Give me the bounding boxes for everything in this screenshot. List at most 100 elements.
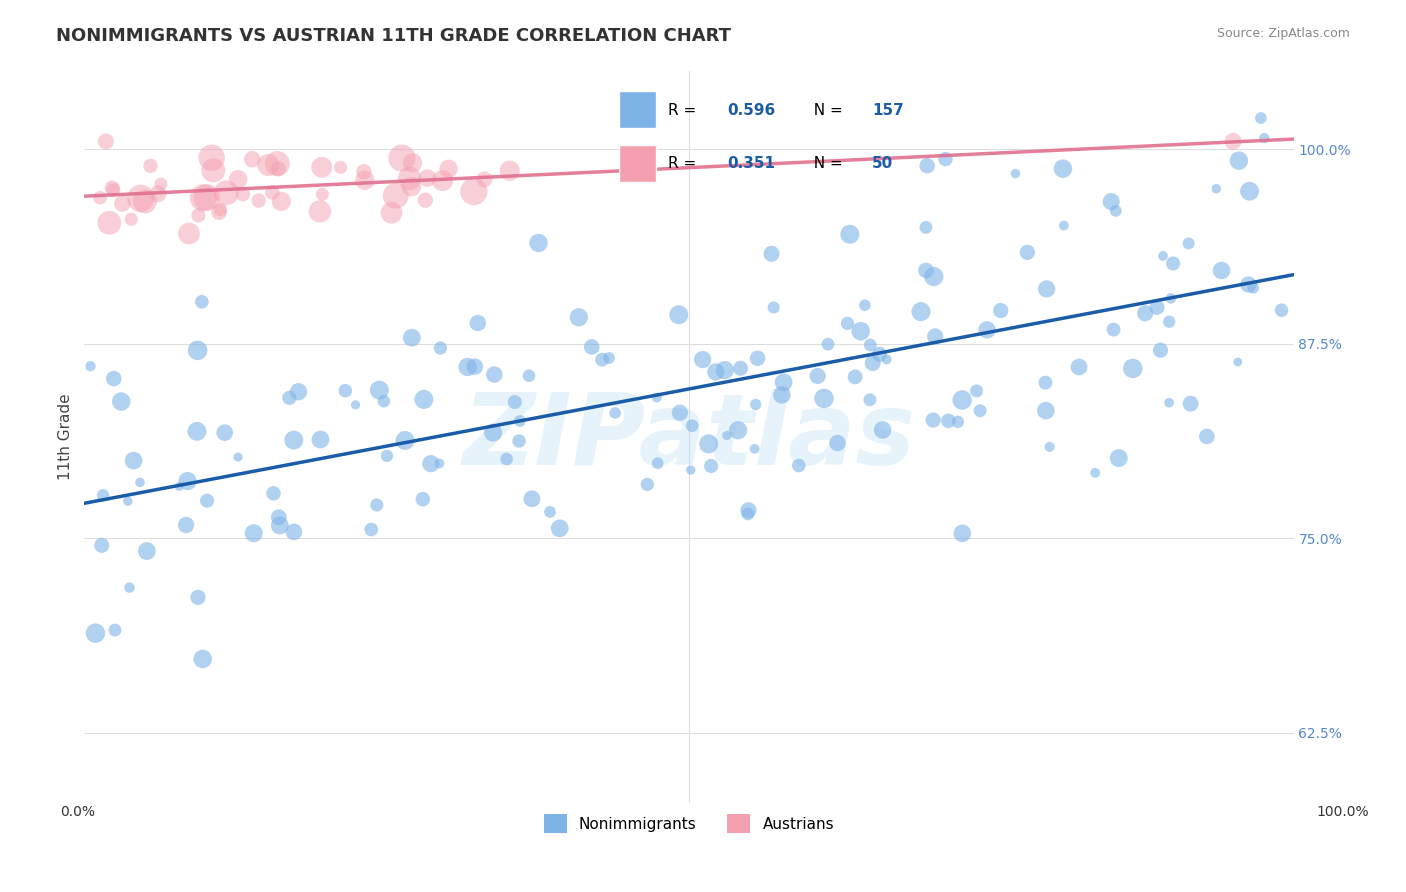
Nonimmigrants [278,391,301,405]
Nonimmigrants [91,488,114,502]
Nonimmigrants [876,352,898,367]
Austrians [139,159,162,173]
Nonimmigrants [859,338,882,352]
Nonimmigrants [527,235,550,250]
Nonimmigrants [401,331,423,345]
Nonimmigrants [744,397,766,411]
Austrians [353,165,375,179]
Austrians [391,151,413,165]
Austrians [384,188,406,202]
Nonimmigrants [1105,203,1128,218]
Nonimmigrants [187,343,209,358]
Austrians [1222,135,1244,149]
Nonimmigrants [838,227,860,242]
Nonimmigrants [187,591,209,605]
Austrians [146,186,169,201]
Nonimmigrants [1102,322,1125,336]
Nonimmigrants [129,475,152,490]
Austrians [89,191,111,205]
Austrians [232,187,254,202]
Nonimmigrants [366,498,388,512]
Nonimmigrants [1195,429,1218,443]
Austrians [257,158,280,172]
Nonimmigrants [744,442,766,456]
Nonimmigrants [636,477,658,491]
Nonimmigrants [762,301,785,315]
Nonimmigrants [1035,403,1057,417]
Austrians [129,191,152,205]
Nonimmigrants [214,425,236,440]
Nonimmigrants [844,370,866,384]
Text: R =: R = [668,103,702,118]
Nonimmigrants [1035,282,1057,296]
Nonimmigrants [335,384,357,398]
Text: 0.351: 0.351 [727,156,775,171]
Austrians [193,191,215,205]
Nonimmigrants [375,449,398,463]
Nonimmigrants [1146,301,1168,315]
Nonimmigrants [412,492,434,507]
Nonimmigrants [704,365,727,379]
Nonimmigrants [969,403,991,417]
Austrians [120,212,142,227]
Nonimmigrants [915,220,938,235]
Nonimmigrants [1122,361,1144,376]
Nonimmigrants [679,463,702,477]
Nonimmigrants [1241,281,1264,295]
Nonimmigrants [509,414,531,428]
Nonimmigrants [457,359,479,374]
Austrians [98,216,121,230]
Nonimmigrants [1135,306,1157,320]
Nonimmigrants [79,359,101,374]
Nonimmigrants [191,652,214,666]
Austrians [226,172,249,186]
Austrians [474,172,496,186]
Nonimmigrants [1239,184,1261,198]
Austrians [266,156,288,170]
Nonimmigrants [568,310,591,325]
Austrians [94,135,117,149]
Nonimmigrants [787,458,810,473]
Austrians [215,186,238,200]
Text: 100.0%: 100.0% [1316,805,1369,819]
Nonimmigrants [503,395,526,409]
Nonimmigrants [966,384,988,398]
Nonimmigrants [117,494,139,508]
Austrians [398,171,420,186]
Nonimmigrants [1160,292,1182,306]
Nonimmigrants [853,298,876,312]
Nonimmigrants [727,423,749,437]
Text: N =: N = [804,156,848,171]
Nonimmigrants [817,337,839,351]
Nonimmigrants [269,518,291,533]
Nonimmigrants [915,159,938,173]
Austrians [380,206,402,220]
Nonimmigrants [1205,182,1227,196]
Nonimmigrants [747,351,769,366]
Nonimmigrants [186,425,208,439]
Austrians [270,194,292,209]
Nonimmigrants [1108,451,1130,466]
Nonimmigrants [862,356,884,370]
Austrians [208,205,231,219]
Nonimmigrants [761,247,783,261]
Nonimmigrants [737,507,759,521]
Austrians [415,193,437,207]
Nonimmigrants [1084,466,1107,480]
Nonimmigrants [84,626,107,640]
Nonimmigrants [669,406,692,420]
Austrians [309,204,332,219]
Nonimmigrants [813,392,835,406]
Austrians [195,190,218,204]
Nonimmigrants [174,518,197,533]
Nonimmigrants [309,433,332,447]
Nonimmigrants [520,491,543,506]
Austrians [240,153,263,167]
Text: Source: ZipAtlas.com: Source: ZipAtlas.com [1216,27,1350,40]
Nonimmigrants [946,415,969,429]
Nonimmigrants [1053,219,1076,233]
Austrians [103,183,125,197]
Nonimmigrants [226,450,249,464]
Austrians [498,163,520,178]
Nonimmigrants [869,347,891,361]
